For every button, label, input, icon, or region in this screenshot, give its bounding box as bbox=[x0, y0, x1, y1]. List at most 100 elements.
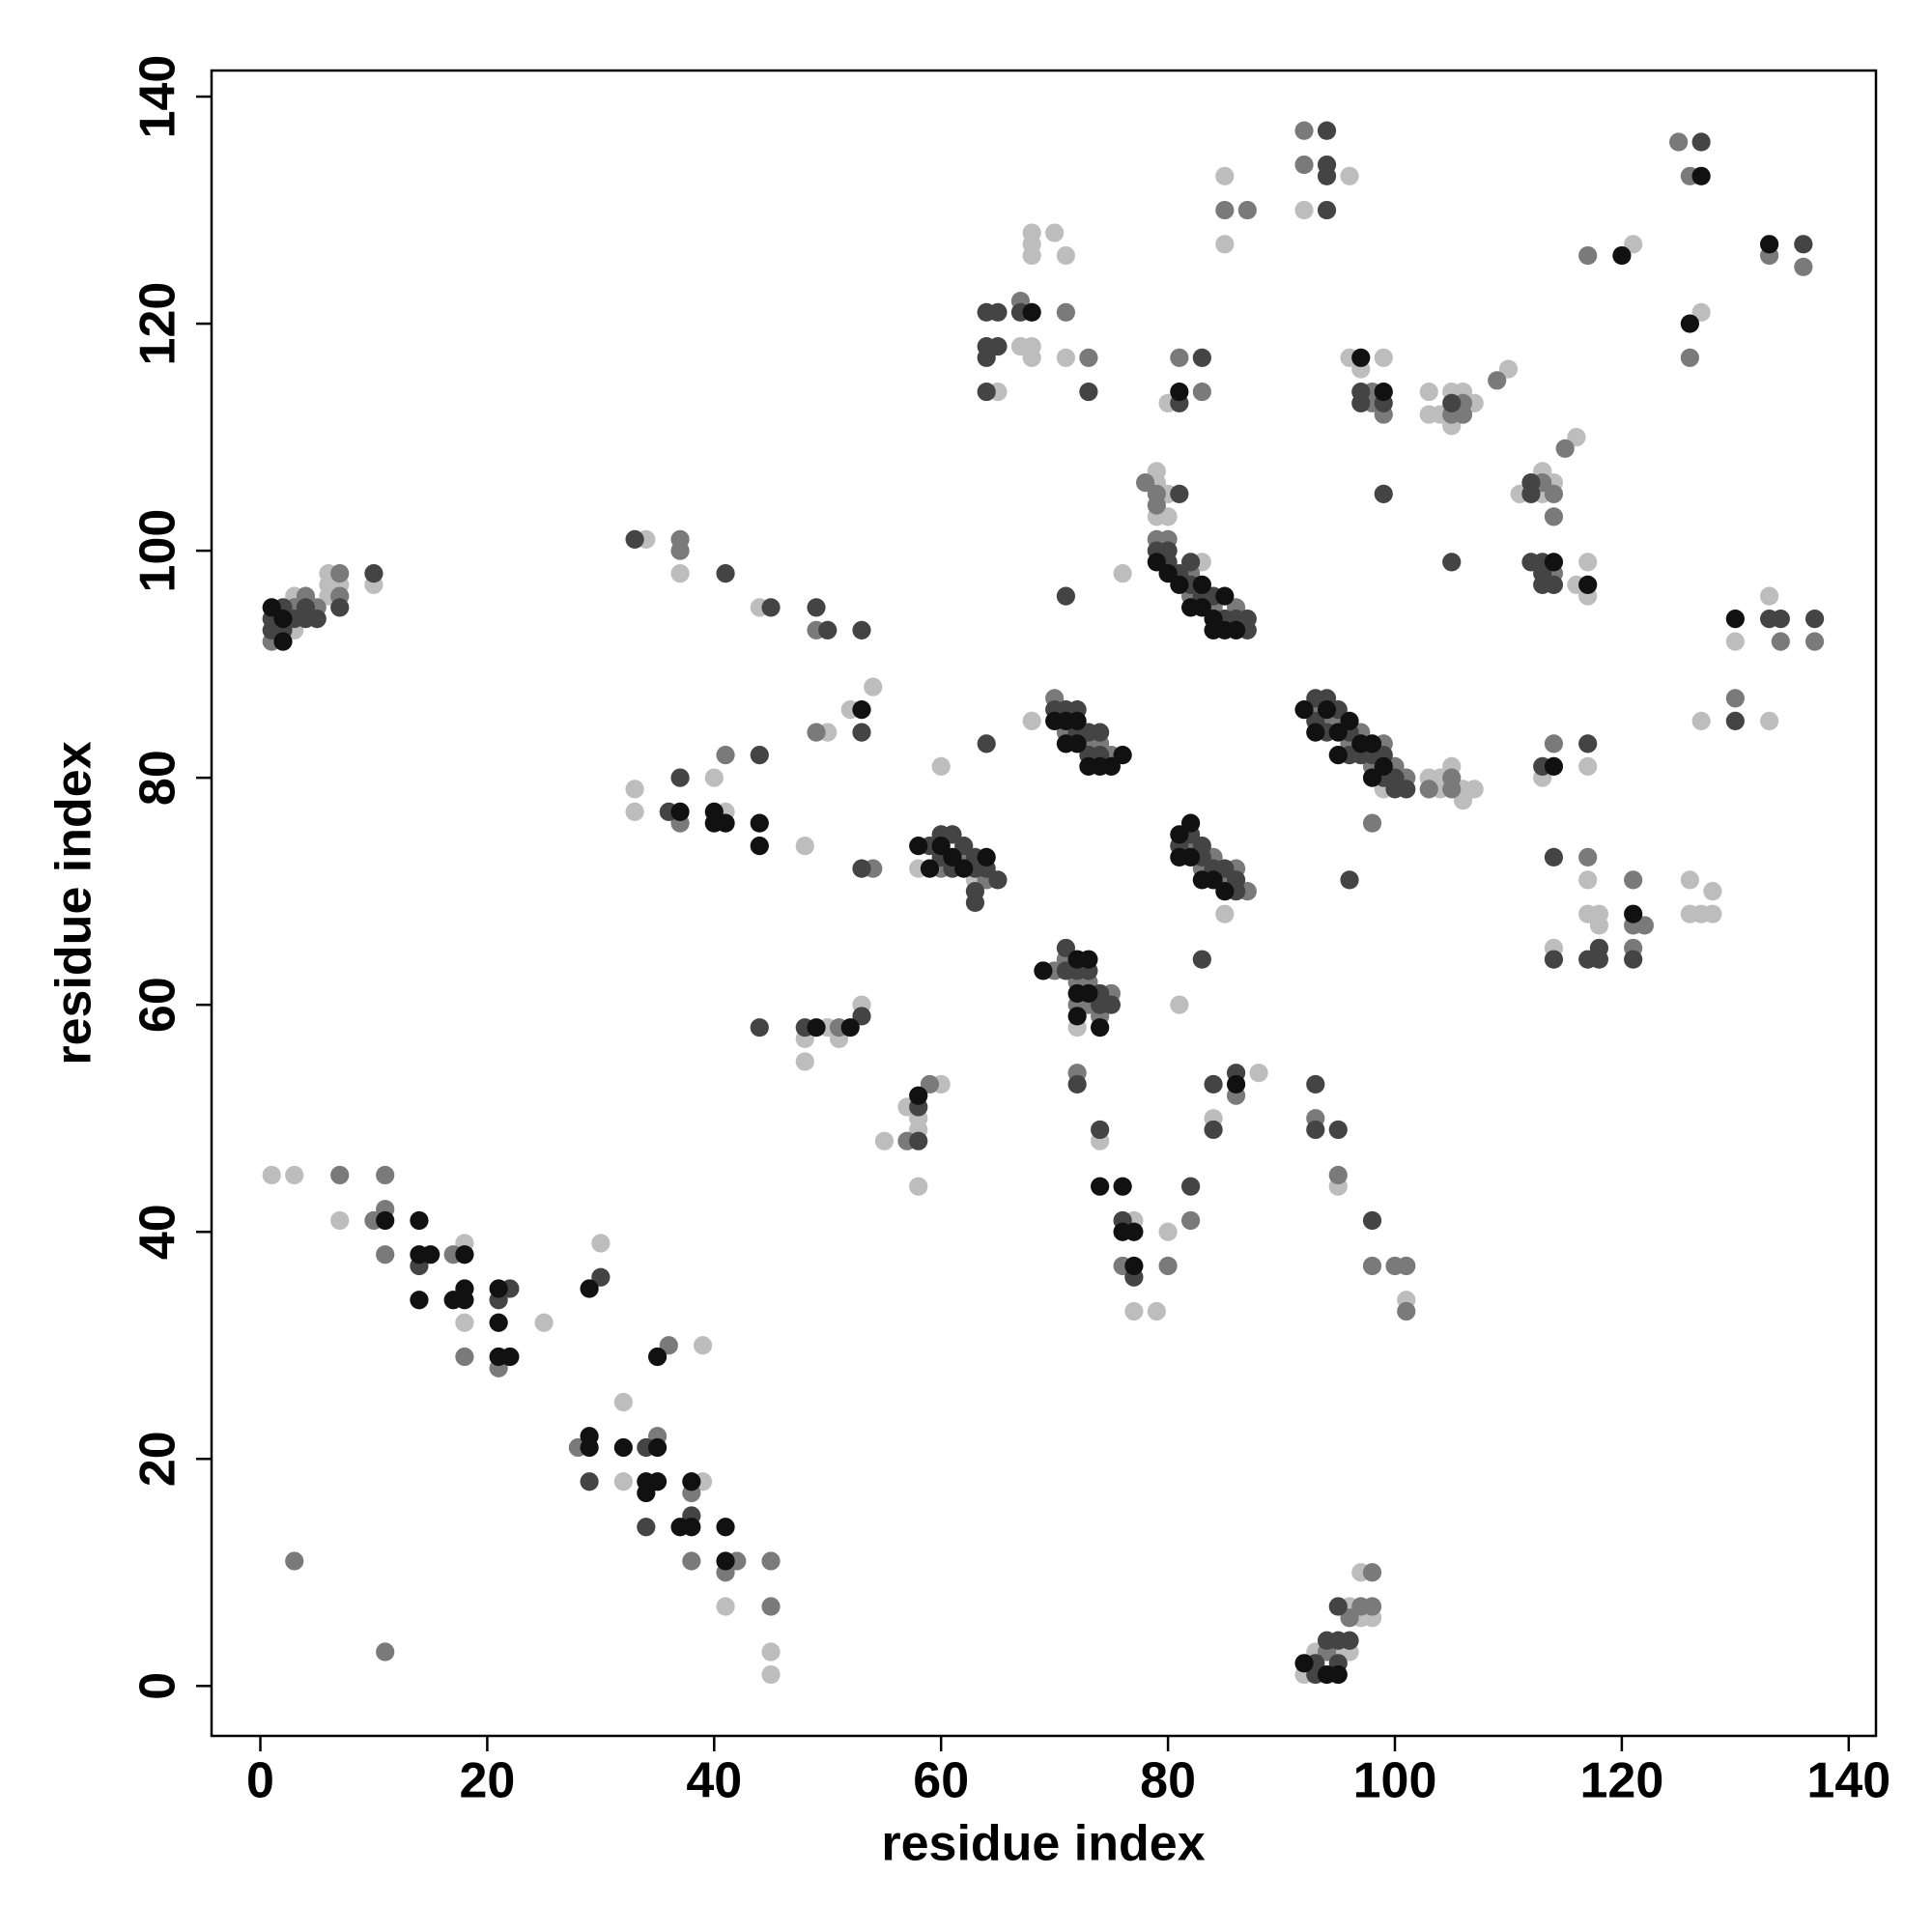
point bbox=[1170, 995, 1189, 1014]
point bbox=[716, 1518, 735, 1537]
point bbox=[1544, 575, 1564, 594]
point bbox=[410, 1291, 429, 1310]
point bbox=[1442, 393, 1462, 412]
point bbox=[1578, 734, 1598, 753]
point bbox=[1170, 575, 1189, 594]
point bbox=[1691, 302, 1711, 322]
point bbox=[1294, 200, 1314, 220]
point bbox=[682, 1551, 701, 1571]
point bbox=[1498, 359, 1519, 379]
point bbox=[1578, 575, 1598, 594]
y-tick-label: 20 bbox=[130, 1431, 186, 1487]
point bbox=[1158, 507, 1178, 526]
point bbox=[977, 847, 996, 867]
point bbox=[1158, 1222, 1178, 1241]
point bbox=[1306, 723, 1325, 742]
point bbox=[455, 1245, 474, 1264]
point bbox=[716, 1551, 735, 1571]
point bbox=[1544, 484, 1564, 503]
point bbox=[761, 1664, 781, 1685]
point bbox=[659, 1336, 678, 1355]
point bbox=[1419, 382, 1438, 402]
point bbox=[1794, 235, 1813, 254]
point bbox=[1555, 439, 1575, 458]
point bbox=[1328, 1165, 1348, 1185]
point bbox=[376, 1245, 395, 1264]
point bbox=[1578, 553, 1598, 572]
point bbox=[1101, 756, 1121, 776]
point bbox=[1340, 870, 1359, 890]
point bbox=[1771, 610, 1790, 629]
x-tick-label: 0 bbox=[246, 1753, 274, 1809]
point bbox=[647, 1347, 668, 1367]
point bbox=[1374, 382, 1393, 402]
point bbox=[761, 1597, 781, 1616]
point bbox=[1056, 245, 1076, 266]
point bbox=[1419, 780, 1438, 799]
point bbox=[1113, 746, 1132, 765]
point bbox=[285, 1165, 304, 1185]
point bbox=[262, 598, 281, 617]
point bbox=[1589, 916, 1609, 935]
y-axis-title: residue index bbox=[46, 741, 102, 1065]
point bbox=[1124, 1222, 1144, 1241]
point bbox=[1488, 371, 1507, 390]
point bbox=[670, 802, 690, 821]
point bbox=[852, 1007, 871, 1026]
point bbox=[1192, 382, 1211, 402]
point bbox=[988, 870, 1008, 890]
point bbox=[1691, 711, 1711, 730]
point bbox=[1362, 1210, 1382, 1231]
point bbox=[977, 734, 996, 753]
point bbox=[1521, 484, 1541, 503]
point bbox=[489, 1279, 508, 1298]
point bbox=[874, 1131, 895, 1151]
point bbox=[852, 859, 871, 878]
point bbox=[750, 837, 769, 856]
point bbox=[330, 598, 350, 617]
point bbox=[1374, 484, 1393, 503]
point bbox=[364, 564, 384, 583]
point bbox=[1703, 904, 1722, 923]
point bbox=[1147, 1301, 1166, 1321]
point bbox=[704, 768, 724, 787]
point bbox=[1374, 348, 1393, 367]
point bbox=[1624, 235, 1643, 254]
point bbox=[1328, 1120, 1348, 1140]
point bbox=[988, 336, 1008, 356]
point bbox=[625, 802, 644, 821]
point bbox=[1725, 610, 1745, 629]
point bbox=[1056, 586, 1076, 606]
point bbox=[1091, 1120, 1110, 1140]
x-tick-label: 100 bbox=[1353, 1753, 1437, 1809]
point bbox=[1804, 632, 1825, 651]
point bbox=[1067, 1007, 1087, 1026]
point bbox=[1374, 756, 1393, 776]
point bbox=[1294, 1654, 1314, 1673]
point bbox=[818, 620, 838, 639]
point bbox=[1204, 870, 1223, 890]
point bbox=[852, 700, 871, 720]
point bbox=[376, 1642, 395, 1662]
point bbox=[1158, 564, 1178, 583]
point bbox=[670, 541, 690, 560]
point bbox=[591, 1234, 611, 1253]
y-tick-label: 0 bbox=[130, 1672, 186, 1700]
point bbox=[1725, 689, 1745, 708]
point bbox=[1079, 983, 1098, 1004]
point bbox=[1215, 166, 1235, 185]
point bbox=[410, 1210, 429, 1231]
point bbox=[954, 837, 974, 856]
point bbox=[1624, 904, 1643, 923]
point bbox=[637, 1483, 656, 1503]
point bbox=[954, 859, 974, 878]
x-tick-label: 40 bbox=[686, 1753, 742, 1809]
point bbox=[1397, 780, 1416, 799]
point bbox=[1204, 1120, 1223, 1140]
point bbox=[1567, 427, 1586, 447]
point bbox=[1317, 200, 1337, 220]
x-tick-label: 80 bbox=[1140, 1753, 1196, 1809]
point bbox=[534, 1313, 554, 1332]
point bbox=[1226, 620, 1246, 639]
